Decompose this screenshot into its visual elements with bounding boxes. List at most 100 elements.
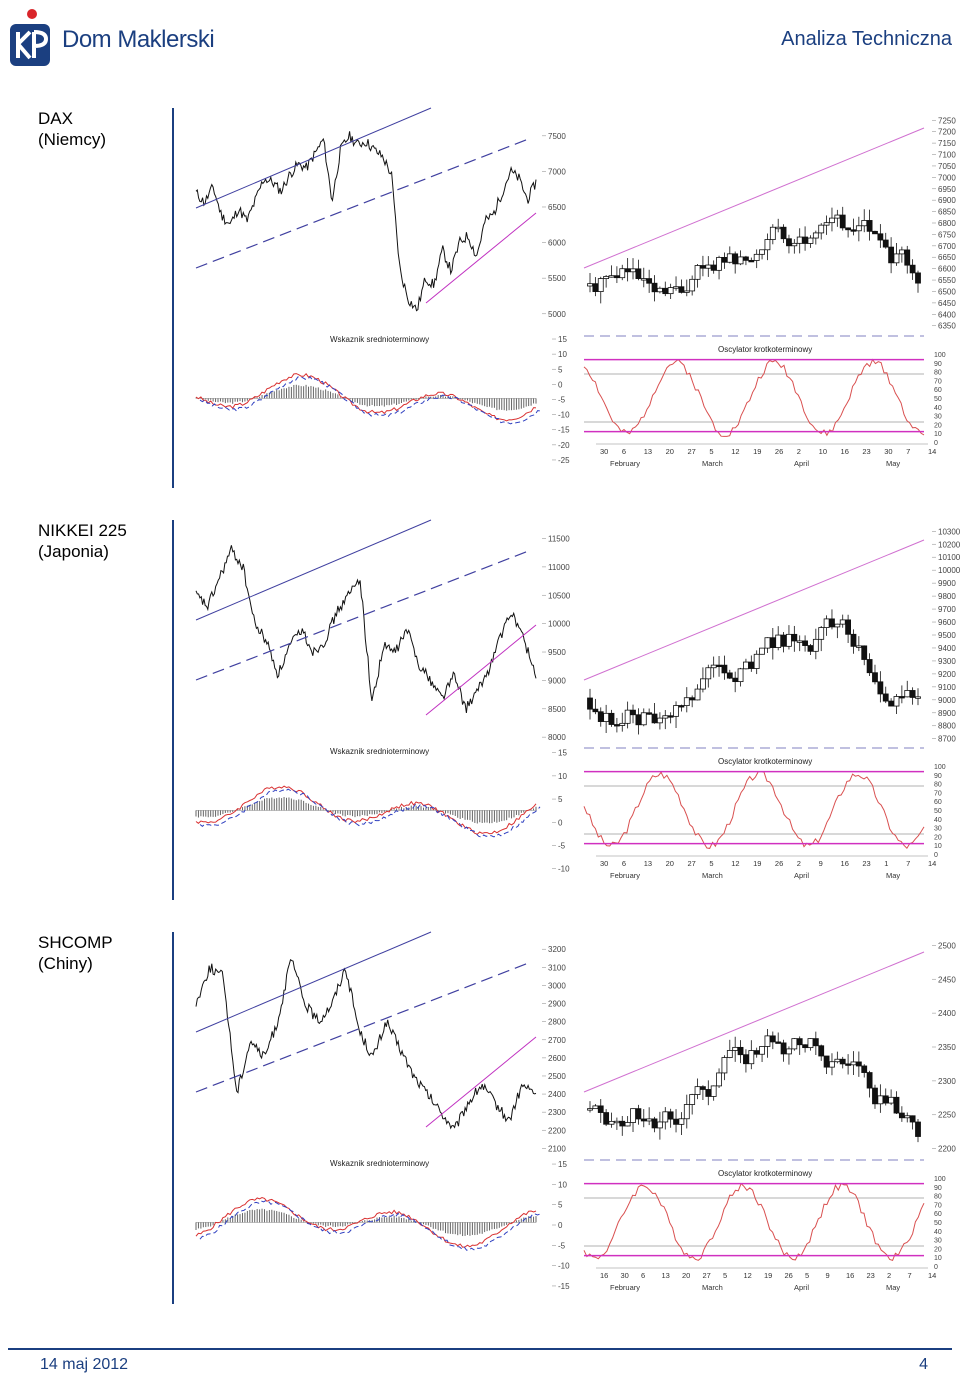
candle-body <box>823 618 830 628</box>
candle-body <box>877 233 884 241</box>
candle-body <box>721 1057 728 1074</box>
candle-y-tick-label: 6700 <box>938 242 956 251</box>
candle-body <box>705 667 712 680</box>
candle-body <box>651 1118 658 1129</box>
candle-body <box>683 1104 690 1120</box>
date-tick-label: 26 <box>785 1271 793 1280</box>
candle-body <box>608 275 615 278</box>
candle-y-tick-label: 9200 <box>938 670 956 679</box>
market-country: (Japonia) <box>38 542 109 561</box>
candle-y-tick-label: 10300 <box>938 527 960 536</box>
month-label: March <box>702 1283 723 1292</box>
stoch-y-tick-label: 10 <box>934 1255 942 1262</box>
stoch-y-tick-label: 80 <box>934 1194 942 1201</box>
macd-y-tick-label: 10 <box>558 772 567 781</box>
candle-body <box>764 637 771 649</box>
candle-body <box>850 229 857 232</box>
candle-body <box>700 1086 706 1090</box>
date-tick-label: 20 <box>666 859 674 868</box>
date-tick-label: 23 <box>862 859 870 868</box>
date-tick-label: 16 <box>841 859 849 868</box>
candle-y-tick-label: 9400 <box>938 644 956 653</box>
candle-body <box>646 712 653 715</box>
date-tick-label: 9 <box>826 1271 830 1280</box>
candle-body <box>812 638 819 652</box>
candle-body <box>743 661 749 670</box>
month-label: February <box>610 459 640 468</box>
candle-body <box>748 1050 755 1065</box>
date-tick-label: 13 <box>644 447 652 456</box>
date-tick-label: 7 <box>908 1271 912 1280</box>
long-term-y-tick-label: 2600 <box>548 1054 566 1063</box>
candle-body <box>673 286 679 289</box>
long-term-y-tick-label: 3100 <box>548 963 566 972</box>
month-label: March <box>702 459 723 468</box>
candle-body <box>855 1061 862 1067</box>
macd-y-tick-label: 0 <box>558 380 563 389</box>
candle-body <box>791 633 798 642</box>
candle-body <box>829 1061 835 1068</box>
date-tick-label: 2 <box>797 447 801 456</box>
macd-y-tick-label: 15 <box>558 749 567 758</box>
candle-body <box>786 1048 792 1055</box>
date-tick-label: 6 <box>622 859 626 868</box>
stoch-y-tick-label: 70 <box>934 378 942 385</box>
page-number: 4 <box>919 1356 928 1373</box>
date-tick-label: 16 <box>846 1271 854 1280</box>
date-tick-label: 2 <box>797 859 801 868</box>
candle-body <box>855 645 862 648</box>
candle-body <box>839 214 846 229</box>
footer-date: 14 maj 2012 <box>40 1356 129 1373</box>
candle-body <box>726 672 733 679</box>
candle-body <box>721 664 728 674</box>
candle-body <box>786 238 792 247</box>
candle-body <box>603 276 610 279</box>
stoch-y-tick-label: 60 <box>934 1211 942 1218</box>
candle-body <box>866 1072 873 1089</box>
candle-y-tick-label: 6800 <box>938 219 956 228</box>
trend-line <box>195 519 432 621</box>
candle-y-tick-label: 2300 <box>938 1077 956 1086</box>
candle-body <box>705 264 712 269</box>
candle-body <box>829 618 835 628</box>
candle-body <box>915 696 921 699</box>
month-label: May <box>886 1283 900 1292</box>
candle-body <box>861 220 868 227</box>
candle-body <box>694 265 701 280</box>
candle-body <box>694 1086 701 1095</box>
candle-body <box>705 1089 712 1097</box>
stoch-y-tick-label: 0 <box>934 852 938 859</box>
footer-divider <box>8 1348 952 1350</box>
date-tick-label: 13 <box>644 859 652 868</box>
candle-body <box>603 1112 610 1125</box>
date-tick-label: 20 <box>666 447 674 456</box>
trend-line <box>195 107 432 209</box>
date-tick-label: 27 <box>687 447 695 456</box>
macd-y-tick-label: -10 <box>558 411 570 420</box>
date-tick-label: 30 <box>600 859 608 868</box>
stoch-y-tick-label: 90 <box>934 773 942 780</box>
date-tick-label: 5 <box>709 447 713 456</box>
brand-name: Dom Maklerski <box>62 26 215 53</box>
stoch-y-tick-label: 50 <box>934 808 942 815</box>
candle-y-tick-label: 2400 <box>938 1009 956 1018</box>
candle-body <box>667 287 674 295</box>
panel-divider <box>172 108 174 488</box>
candle-body <box>592 283 599 292</box>
stoch-y-tick-label: 40 <box>934 817 942 824</box>
month-label: February <box>610 1283 640 1292</box>
candle-body <box>726 1050 733 1058</box>
macd-y-tick-label: -5 <box>558 1241 566 1250</box>
candle-body <box>651 282 658 293</box>
macd-title: Wskaznik srednioterminowy <box>330 747 429 756</box>
candle-y-tick-label: 10100 <box>938 553 960 562</box>
candle-body <box>657 287 663 293</box>
candle-body <box>893 253 900 264</box>
date-tick-label: 12 <box>744 1271 752 1280</box>
candle-body <box>818 627 825 640</box>
date-tick-label: 5 <box>723 1271 727 1280</box>
candle-body <box>662 715 669 719</box>
stoch-line <box>583 358 925 437</box>
candle-body <box>603 712 610 722</box>
market-label-nikkei: NIKKEI 225 (Japonia) <box>38 520 127 562</box>
